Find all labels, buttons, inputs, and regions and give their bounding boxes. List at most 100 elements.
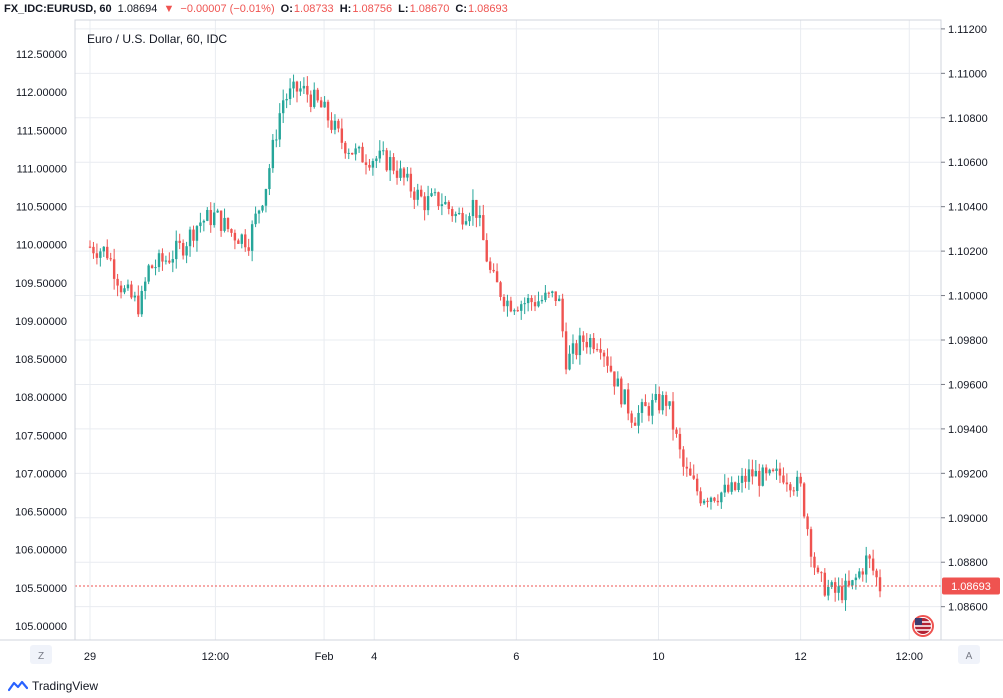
candle (816, 565, 820, 574)
candle (109, 252, 112, 262)
candle (437, 191, 440, 210)
candle (350, 152, 354, 156)
candle (261, 204, 264, 213)
symbol-label[interactable]: FX_IDC:EURUSD, 60 (4, 3, 112, 15)
candle (354, 143, 357, 161)
candle (578, 327, 582, 365)
tradingview-brand[interactable]: TradingView (8, 678, 98, 693)
candle (126, 279, 130, 291)
candle (796, 470, 799, 497)
right-tick-label: 1.11000 (948, 68, 987, 80)
candle (244, 229, 247, 252)
candle (668, 401, 671, 410)
candle (392, 153, 395, 175)
candle (871, 549, 875, 576)
candle (340, 118, 344, 150)
candle (402, 166, 406, 186)
left-tick-label: 110.00000 (16, 240, 67, 252)
candle (209, 202, 212, 233)
candle (689, 461, 692, 476)
candle (847, 570, 851, 588)
candle (413, 187, 416, 210)
candle (150, 264, 154, 269)
candle (95, 243, 99, 265)
candle (616, 371, 620, 387)
candle (206, 207, 209, 222)
z-button[interactable]: Z (30, 645, 52, 664)
right-price-axis[interactable]: 1.08600 1.08800 1.09000 1.09200 1.09400 1.096… (941, 24, 988, 614)
candle (313, 82, 316, 109)
candle (613, 371, 616, 395)
candle (623, 389, 626, 405)
candle (368, 158, 371, 171)
candle (754, 460, 758, 477)
candle (561, 293, 564, 338)
us-flag-icon[interactable] (912, 615, 934, 637)
candle (544, 285, 547, 303)
candle (758, 463, 761, 497)
candle (678, 427, 682, 459)
candle (782, 467, 785, 485)
candle (495, 263, 499, 283)
candle (820, 571, 823, 582)
candle (589, 334, 592, 355)
candle (761, 464, 764, 487)
candle (192, 225, 195, 248)
candle (433, 188, 437, 196)
right-tick-label: 1.09000 (948, 513, 988, 525)
candle (699, 487, 702, 507)
candle (692, 464, 695, 480)
candle (571, 334, 575, 365)
candle (299, 81, 302, 96)
candle (419, 185, 423, 198)
candle (630, 410, 633, 428)
candle (478, 205, 482, 227)
left-tick-label: 111.00000 (17, 163, 67, 175)
price-chart[interactable]: Euro / U.S. Dollar, 60, IDC 105.00000105… (0, 18, 1003, 672)
candle (375, 155, 378, 169)
candle (202, 219, 206, 232)
chart-title: Euro / U.S. Dollar, 60, IDC (87, 32, 227, 46)
candle (585, 333, 588, 354)
candle (275, 129, 278, 148)
time-axis[interactable]: 29 12:00 Feb 4 6 10 12 12:00 (84, 651, 923, 663)
candle (771, 468, 775, 473)
candle (537, 291, 540, 308)
candle (502, 294, 506, 312)
candle (520, 300, 523, 320)
candle (361, 142, 364, 163)
candle (219, 210, 223, 237)
candle (323, 96, 326, 108)
candle (861, 568, 864, 582)
right-tick-label: 1.09600 (948, 379, 988, 391)
candle (695, 473, 699, 496)
candle (599, 338, 602, 360)
price-change: −0.00007 (−0.01%) (180, 3, 275, 15)
candle (609, 356, 613, 373)
candle (254, 206, 257, 228)
candle (188, 226, 192, 257)
candle (865, 546, 868, 583)
candle (785, 473, 789, 492)
a-button[interactable]: A (958, 645, 980, 664)
right-tick-label: 1.10600 (948, 157, 988, 169)
candle (444, 195, 447, 205)
candle (157, 249, 161, 272)
candle (102, 245, 105, 257)
candle (658, 386, 661, 414)
left-price-axis[interactable]: 105.00000 105.50000 106.00000 106.50000 107.… (15, 49, 67, 633)
candle (778, 462, 782, 484)
candle (595, 343, 599, 352)
candle (133, 291, 137, 302)
candle (88, 240, 92, 249)
candle (468, 212, 471, 226)
left-tick-label: 112.00000 (16, 87, 67, 99)
candle (178, 233, 181, 250)
candle (637, 405, 640, 434)
candle (702, 498, 706, 505)
candle (195, 225, 199, 252)
candle (371, 158, 375, 176)
candle (347, 148, 350, 160)
svg-text:1.08693: 1.08693 (951, 581, 991, 593)
candle (423, 192, 426, 221)
